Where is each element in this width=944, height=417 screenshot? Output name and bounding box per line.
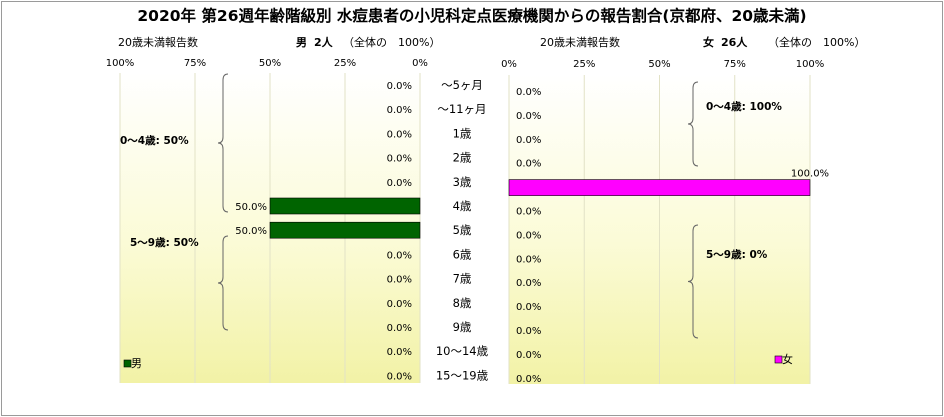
- left-value-label: 0.0%: [387, 323, 412, 334]
- age-category-label: 3歳: [453, 175, 472, 189]
- right-value-label: 0.0%: [516, 135, 541, 146]
- right-value-label: 0.0%: [516, 326, 541, 337]
- right-brace-5-9: [687, 224, 699, 339]
- right-value-label: 0.0%: [516, 302, 541, 313]
- left-legend-marker: [123, 359, 132, 368]
- left-legend-label: 男: [131, 357, 142, 370]
- right-brace-0-4: [687, 81, 699, 167]
- age-category-label: 8歳: [453, 296, 472, 310]
- left-value-label: 0.0%: [387, 250, 412, 261]
- age-category-label: 6歳: [453, 247, 472, 261]
- right-value-label: 0.0%: [516, 374, 541, 385]
- left-x-tick-label: 100%: [106, 58, 135, 69]
- left-subtitle-total: （全体の 100%）: [343, 36, 441, 49]
- left-brace-0-4: [217, 73, 229, 213]
- right-bar: [508, 179, 811, 196]
- right-value-label: 0.0%: [516, 350, 541, 361]
- left-x-tick-label: 25%: [334, 58, 356, 69]
- age-category-label: 4歳: [453, 199, 472, 213]
- right-value-label: 0.0%: [516, 111, 541, 122]
- left-value-label: 0.0%: [387, 129, 412, 140]
- age-category-label: 2歳: [453, 151, 472, 165]
- left-value-label: 0.0%: [387, 105, 412, 116]
- left-subtitle-label: 20歳未満報告数: [118, 36, 198, 49]
- right-subtitle-label: 20歳未満報告数: [540, 36, 620, 49]
- age-category-label: 5歳: [453, 223, 472, 237]
- right-value-label: 0.0%: [516, 230, 541, 241]
- age-category-label: 9歳: [453, 320, 472, 334]
- left-x-tick-label: 0%: [412, 58, 428, 69]
- left-group-annotation-5-9: 5～9歳: 50%: [130, 236, 199, 249]
- left-brace-5-9: [217, 235, 229, 331]
- right-value-label: 0.0%: [516, 159, 541, 170]
- age-category-label: 1歳: [453, 126, 472, 140]
- right-group-annotation-0-4: 0～4歳: 100%: [706, 100, 782, 113]
- left-subtitle-sex: 男 2人: [296, 36, 333, 49]
- left-x-tick-label: 75%: [184, 58, 206, 69]
- right-value-label: 0.0%: [516, 254, 541, 265]
- right-x-tick-label: 25%: [573, 59, 595, 70]
- chart-title: 2020年 第26週年齢階級別 水痘患者の小児科定点医療機関からの報告割合(京都…: [137, 7, 807, 25]
- left-value-label: 0.0%: [387, 275, 412, 286]
- left-value-label: 50.0%: [235, 202, 267, 213]
- left-value-label: 0.0%: [387, 178, 412, 189]
- age-category-label: 15～19歳: [436, 368, 489, 382]
- right-x-tick-label: 0%: [501, 59, 517, 70]
- right-x-tick-label: 75%: [724, 59, 746, 70]
- right-x-tick-label: 100%: [796, 59, 825, 70]
- left-value-label: 0.0%: [387, 371, 412, 382]
- left-group-annotation-0-4: 0～4歳: 50%: [120, 134, 189, 147]
- age-category-label: ～11ヶ月: [437, 102, 486, 116]
- left-value-label: 50.0%: [235, 226, 267, 237]
- right-legend-marker: [774, 355, 783, 364]
- age-category-label: 7歳: [453, 272, 472, 286]
- left-value-label: 0.0%: [387, 81, 412, 92]
- left-value-label: 0.0%: [387, 347, 412, 358]
- left-x-tick-label: 50%: [259, 58, 281, 69]
- left-value-label: 0.0%: [387, 154, 412, 165]
- age-category-label: ～5ヶ月: [441, 78, 483, 92]
- right-value-label: 100.0%: [791, 169, 829, 180]
- right-group-annotation-5-9: 5～9歳: 0%: [706, 248, 768, 261]
- right-subtitle-sex: 女 26人: [703, 36, 748, 49]
- right-value-label: 0.0%: [516, 278, 541, 289]
- right-subtitle-total: （全体の 100%）: [768, 36, 866, 49]
- left-bar: [269, 197, 421, 215]
- right-x-tick-label: 50%: [648, 59, 670, 70]
- age-category-label: 10～14歳: [436, 344, 489, 358]
- right-value-label: 0.0%: [516, 87, 541, 98]
- left-bar: [269, 221, 421, 239]
- right-value-label: 0.0%: [516, 207, 541, 218]
- right-legend-label: 女: [782, 352, 793, 366]
- left-value-label: 0.0%: [387, 299, 412, 310]
